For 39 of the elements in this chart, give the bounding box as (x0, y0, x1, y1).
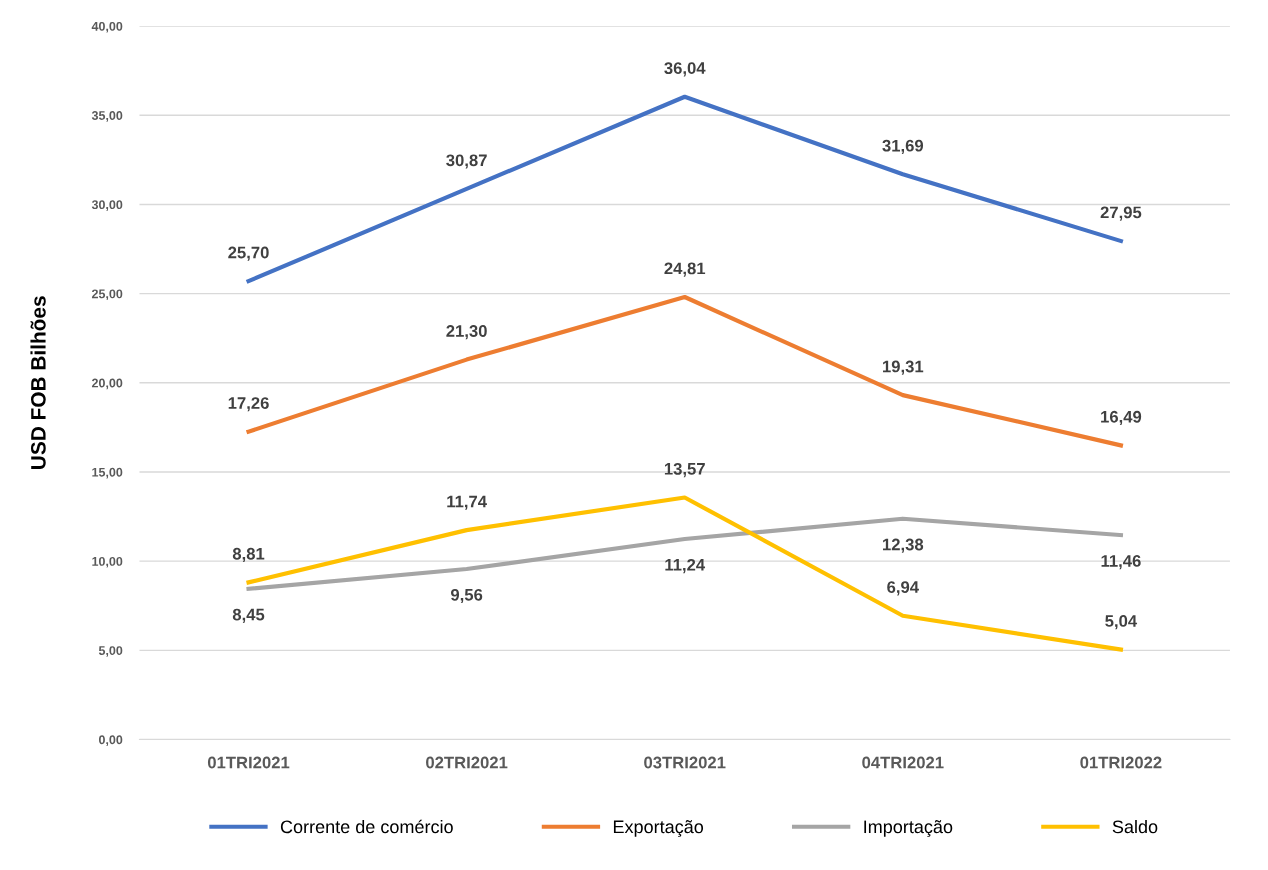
x-tick-label: 01TRI2022 (1080, 756, 1162, 769)
y-tick-label: 10,00 (92, 556, 123, 568)
data-label: 24,81 (664, 262, 706, 277)
y-axis-title: USD FOB Bilhões (30, 296, 46, 469)
legend-label: Saldo (1112, 819, 1158, 834)
data-label: 8,81 (232, 547, 265, 563)
data-label: 12,38 (883, 538, 924, 553)
data-label: 13,57 (664, 462, 705, 478)
x-tick-label: 01TRI2021 (207, 756, 290, 769)
data-label: 6,94 (887, 581, 919, 596)
y-tick-label: 35,00 (91, 111, 123, 122)
data-label: 9,56 (450, 588, 483, 604)
data-label: 25,70 (228, 246, 269, 261)
data-label: 5,04 (1105, 615, 1138, 630)
legend-label: Importação (864, 820, 953, 837)
y-tick-label: 30,00 (91, 200, 123, 211)
data-label: 17,26 (228, 397, 269, 412)
data-label: 19,31 (883, 360, 924, 375)
y-tick-label: 15,00 (92, 467, 123, 479)
y-tick-label: 20,00 (91, 378, 123, 390)
y-tick-label: 25,00 (91, 289, 123, 301)
data-label: 8,45 (232, 608, 265, 623)
y-tick-label: 0,00 (98, 735, 123, 746)
data-label: 11,46 (1101, 555, 1141, 570)
x-tick-label: 02TRI2021 (426, 756, 508, 769)
legend-label: Exportação (613, 820, 704, 837)
data-label: 36,04 (664, 62, 706, 77)
x-tick-label: 04TRI2021 (862, 756, 944, 769)
data-label: 21,30 (446, 325, 487, 340)
y-tick-label: 40,00 (91, 21, 123, 33)
x-tick-label: 03TRI2021 (644, 756, 726, 769)
y-tick-label: 5,00 (98, 646, 123, 657)
data-label: 31,69 (882, 139, 924, 154)
data-label: 27,95 (1100, 206, 1142, 221)
data-label: 30,87 (446, 154, 487, 169)
legend-label: Corrente de comércio (280, 819, 453, 834)
data-label: 11,24 (665, 558, 706, 574)
data-label: 16,49 (1101, 410, 1142, 426)
data-label: 11,74 (447, 495, 487, 510)
